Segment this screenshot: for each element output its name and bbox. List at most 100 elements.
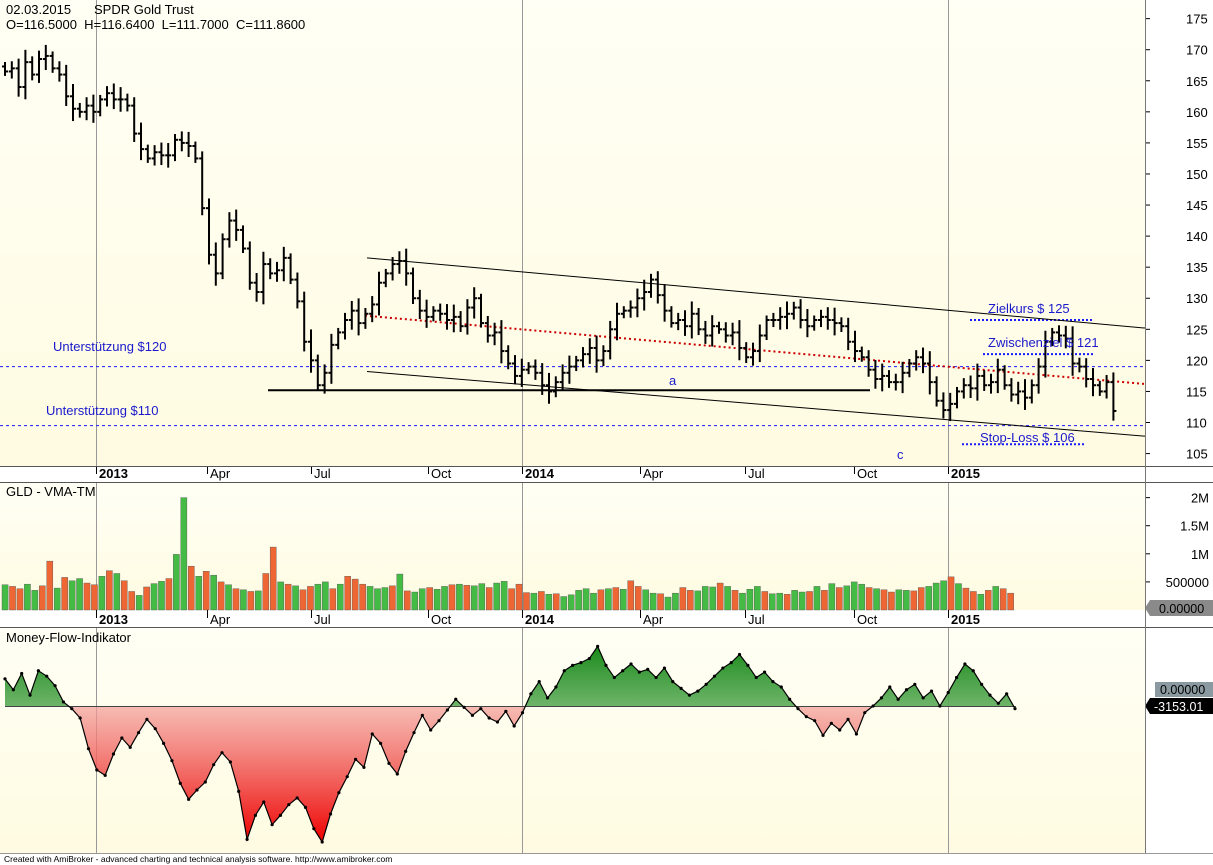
ohlc-bar bbox=[274, 261, 280, 282]
ohlc-bar bbox=[974, 363, 981, 401]
volume-bar bbox=[754, 586, 761, 611]
x-tick-label: 2014 bbox=[525, 612, 555, 627]
ohlc-bar bbox=[138, 122, 144, 161]
ohlc-bar bbox=[1103, 375, 1110, 399]
mfi-point bbox=[754, 675, 758, 680]
volume-bar bbox=[694, 590, 702, 611]
mfi-point bbox=[562, 669, 566, 673]
ohlc-bar bbox=[607, 320, 614, 360]
mfi-point bbox=[320, 840, 324, 844]
ohlc-bar bbox=[797, 299, 804, 329]
ohlc-bar bbox=[199, 151, 206, 216]
ohlc-bar bbox=[484, 316, 491, 343]
mfi-point bbox=[771, 680, 775, 684]
volume-bar bbox=[843, 585, 851, 611]
volume-bar bbox=[39, 585, 46, 611]
ohlc-bar bbox=[219, 233, 226, 280]
ohlc-bar bbox=[348, 300, 355, 330]
mfi-readout-zero-value: 0.00000 bbox=[1160, 683, 1205, 697]
price-tick-label: 105 bbox=[1186, 447, 1208, 462]
price-pane: 105 110 115 120 125 130 135 140 145 150 155 160 165 1… bbox=[0, 0, 1208, 481]
x-tick-label: 2015 bbox=[951, 612, 980, 627]
volume-bar bbox=[701, 586, 709, 611]
mfi-point bbox=[429, 728, 433, 732]
mfi-point bbox=[1005, 692, 1009, 696]
mfi-point bbox=[195, 788, 199, 792]
annotation-stop-loss-106: Stop-Loss $ 106 bbox=[980, 430, 1075, 445]
mfi-point bbox=[604, 663, 608, 667]
mfi-readout-last: -3153.01 bbox=[1145, 698, 1213, 714]
volume-bar bbox=[188, 565, 195, 611]
volume-bar bbox=[724, 586, 731, 611]
price-tick-label: 115 bbox=[1186, 384, 1207, 399]
ohlc-bar bbox=[580, 347, 586, 368]
ohlc-bar bbox=[743, 342, 750, 364]
mfi-point bbox=[220, 751, 224, 755]
ohlc-bar bbox=[1042, 330, 1049, 378]
mfi-point bbox=[954, 675, 959, 680]
volume-x-axis: 2013 Apr Jul Oct 2014 Apr Jul Oct 2015 bbox=[96, 610, 980, 627]
ohlc-bar bbox=[49, 51, 56, 73]
volume-bar bbox=[813, 586, 821, 611]
ohlc-bar bbox=[756, 324, 763, 363]
mfi-point bbox=[395, 772, 399, 776]
ohlc-bar bbox=[1028, 379, 1035, 404]
price-tick-label: 170 bbox=[1186, 43, 1208, 58]
mfi-point bbox=[437, 719, 441, 723]
volume-bar bbox=[217, 581, 225, 611]
volume-bar bbox=[903, 590, 910, 611]
volume-bar bbox=[418, 588, 426, 611]
volume-bar bbox=[314, 583, 322, 611]
volume-bar bbox=[925, 586, 932, 611]
mfi-point bbox=[712, 674, 717, 678]
mfi-area bbox=[3, 644, 1017, 844]
mfi-point bbox=[679, 686, 683, 690]
x-tick-label: Jul bbox=[748, 466, 765, 481]
annotation-intermediate-121: Zwischenziel $ 121 bbox=[988, 335, 1099, 350]
ohlc-bar bbox=[716, 321, 722, 334]
volume-bar bbox=[262, 573, 270, 611]
volume-bar bbox=[880, 589, 888, 611]
mfi-point bbox=[153, 727, 157, 731]
volume-tick-label: 2M bbox=[1191, 491, 1209, 506]
wave-label-c: c bbox=[897, 447, 904, 462]
mfi-point bbox=[70, 707, 74, 711]
volume-bar bbox=[575, 590, 582, 611]
mfi-point bbox=[86, 747, 91, 751]
volume-bar bbox=[962, 587, 970, 611]
ohlc-bar bbox=[124, 93, 131, 112]
ohlc-bar bbox=[362, 307, 369, 329]
ohlc-bar bbox=[2, 62, 8, 76]
volume-bar bbox=[895, 589, 903, 611]
ohlc-bar bbox=[675, 312, 682, 331]
volume-tick-label: 1M bbox=[1191, 547, 1209, 562]
ohlc-bar bbox=[15, 58, 22, 97]
ohlc-bar bbox=[1056, 325, 1062, 343]
mfi-point bbox=[245, 837, 249, 841]
ohlc-bar bbox=[117, 87, 124, 112]
x-tick-label: Oct bbox=[431, 466, 452, 481]
volume-readout-value: 0.00000 bbox=[1159, 602, 1204, 616]
volume-bar bbox=[374, 588, 381, 611]
mfi-point bbox=[295, 796, 299, 800]
header-symbol: SPDR Gold Trust bbox=[94, 2, 194, 17]
ohlc-bar bbox=[178, 131, 185, 152]
volume-bar bbox=[605, 588, 612, 611]
mfi-point bbox=[337, 791, 341, 795]
mfi-point bbox=[53, 684, 57, 688]
mfi-point bbox=[963, 662, 967, 666]
ohlc-bar bbox=[457, 311, 464, 332]
ohlc-bar bbox=[491, 322, 498, 346]
mfi-title: Money-Flow-Indikator bbox=[6, 630, 132, 645]
ohlc-bar bbox=[165, 143, 172, 168]
mfi-point bbox=[629, 662, 633, 666]
mfi-point bbox=[3, 677, 7, 681]
mfi-point bbox=[545, 696, 550, 700]
ohlc-bar bbox=[376, 271, 382, 316]
ohlc-bar bbox=[471, 287, 478, 319]
ohlc-bar bbox=[355, 298, 362, 336]
ohlc-bar bbox=[892, 373, 899, 391]
ohlc-bar bbox=[1096, 380, 1103, 396]
mfi-point bbox=[520, 711, 525, 715]
